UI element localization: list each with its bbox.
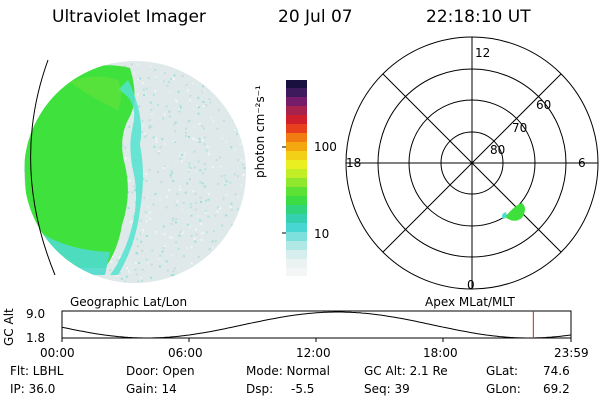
glon-value: 69.2 xyxy=(543,382,570,396)
glon-label: GLon: xyxy=(486,382,521,396)
time-tick-1800: 18:00 xyxy=(423,346,458,360)
gain-info: Gain: 14 xyxy=(126,382,177,396)
gc-alt-min: 1.8 xyxy=(26,331,46,345)
image-date: 20 Jul 07 xyxy=(278,7,353,27)
mlat-label-60: 60 xyxy=(536,98,552,112)
seq-info: Seq: 39 xyxy=(364,382,410,396)
mlat-label-80: 80 xyxy=(490,143,506,157)
glat-value: 74.6 xyxy=(543,364,570,378)
mlat-label-70: 70 xyxy=(512,121,528,135)
dsp-label: Dsp: xyxy=(246,382,274,396)
colorbar-tick-100: 100 xyxy=(314,140,337,154)
mlt-label-6: 6 xyxy=(578,156,586,170)
colorbar xyxy=(282,80,307,276)
mlt-label-0: 0 xyxy=(467,278,475,292)
geographic-latlon-title: Geographic Lat/Lon xyxy=(70,295,188,309)
image-time: 22:18:10 UT xyxy=(426,7,531,27)
filter-info: Flt: LBHL xyxy=(10,364,64,378)
dsp-value: -5.5 xyxy=(291,382,315,396)
mode-info: Mode: Normal xyxy=(246,364,330,378)
gc-alt-strip-chart xyxy=(61,310,572,342)
gc-alt-info: GC Alt: 2.1 Re xyxy=(364,364,448,378)
earth-disk-image xyxy=(24,59,246,283)
gc-alt-max: 9.0 xyxy=(26,307,46,321)
time-tick-0000: 00:00 xyxy=(40,346,75,360)
door-info: Door: Open xyxy=(126,364,195,378)
polar-mlat-mlt-plot xyxy=(345,36,599,290)
apex-mlat-mlt-title: Apex MLat/MLT xyxy=(425,295,515,309)
glat-label: GLat: xyxy=(486,364,519,378)
ip-info: IP: 36.0 xyxy=(10,382,56,396)
mlt-label-12: 12 xyxy=(475,46,491,60)
colorbar-tick-10: 10 xyxy=(314,227,330,241)
colorbar-unit-label: photon cm⁻²s⁻¹ xyxy=(253,85,267,178)
gc-alt-axis-label: GC Alt xyxy=(2,308,16,346)
time-tick-0600: 06:00 xyxy=(168,346,203,360)
time-tick-2359: 23:59 xyxy=(554,346,589,360)
imager-title: Ultraviolet Imager xyxy=(52,7,206,27)
time-tick-1200: 12:00 xyxy=(296,346,331,360)
mlt-label-18: 18 xyxy=(346,156,362,170)
